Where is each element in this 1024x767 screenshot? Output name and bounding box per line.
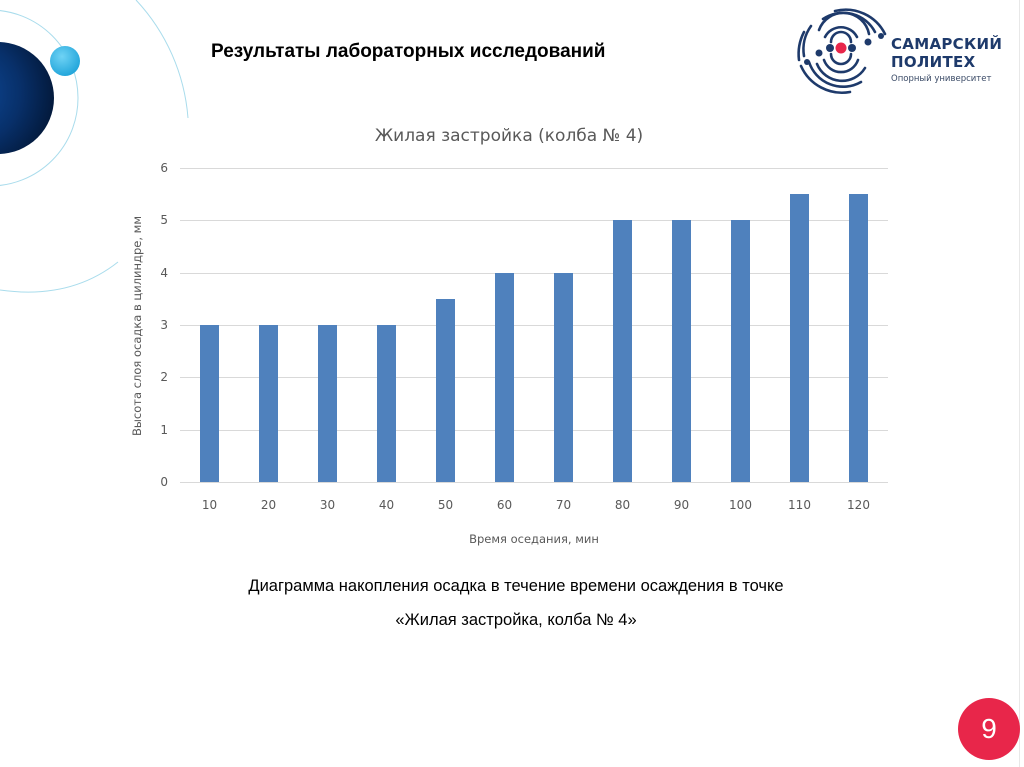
gridline [180, 377, 888, 379]
bar-80 [613, 220, 632, 482]
y-tick-label: 6 [160, 161, 168, 175]
bar-40 [377, 325, 396, 482]
chart-caption-line1: Диаграмма накопления осадка в течение вр… [0, 577, 1024, 596]
x-tick-label: 80 [614, 498, 631, 512]
x-tick-label: 30 [319, 498, 336, 512]
caption-line1-text: Диаграмма накопления осадка в течение вр… [248, 577, 784, 595]
decorative-orbit-graphic [0, 0, 189, 293]
x-tick-label: 70 [555, 498, 572, 512]
x-tick-label: 100 [729, 498, 752, 512]
x-tick-label: 110 [788, 498, 811, 512]
slide-right-border [1019, 0, 1020, 767]
x-tick-label: 90 [673, 498, 690, 512]
chart-plot-area: 0 1 2 3 4 5 6 10 20 30 40 50 60 70 80 90 100 110 120 [160, 161, 888, 512]
x-tick-label: 50 [437, 498, 454, 512]
gridline [180, 220, 888, 222]
y-axis-label: Высота слоя осадка в цилиндре, мм [130, 215, 144, 437]
logo-emblem-icon [797, 8, 887, 94]
y-tick-label: 3 [160, 318, 168, 332]
y-tick-label: 1 [160, 422, 168, 437]
gridline [180, 272, 888, 274]
samara-polytech-logo: САМАРСКИЙ ПОЛИТЕХ Опорный университет [795, 4, 1002, 96]
gridline [180, 168, 888, 169]
bar-20 [259, 325, 278, 482]
y-tick-label: 2 [160, 370, 168, 385]
y-tick-label: 4 [160, 265, 168, 280]
bar-50 [436, 298, 455, 482]
gridline [180, 429, 888, 431]
page-number-badge: 9 [958, 698, 1020, 760]
x-tick-label: 120 [847, 498, 870, 512]
gridline [180, 325, 888, 326]
bar-10 [200, 325, 219, 482]
bar-100 [731, 220, 750, 482]
x-tick-label: 60 [496, 498, 513, 512]
gridline [180, 482, 888, 483]
logo-tagline: Опорный университет [891, 74, 992, 84]
x-axis-label: Время оседания, мин [469, 532, 599, 546]
chart-title: Жилая застройка (колба № 4) [0, 126, 1024, 146]
x-tick-label: 10 [201, 498, 218, 512]
logo-text-samarsky: САМАРСКИЙ [891, 35, 1003, 53]
slide-title: Результаты лабораторных исследований [211, 41, 606, 62]
bar-60 [495, 272, 514, 482]
y-tick-label: 5 [160, 213, 168, 228]
chart-title-text: Жилая застройка (колба № 4) [374, 126, 644, 146]
bar-70 [554, 272, 573, 482]
x-tick-label: 40 [378, 498, 395, 512]
y-tick-label: 0 [160, 475, 168, 489]
caption-line2-text: «Жилая застройка, колба № 4» [395, 611, 637, 629]
bar-120 [849, 194, 868, 482]
chart-caption-line2: «Жилая застройка, колба № 4» [0, 611, 1024, 630]
bar-90 [672, 220, 691, 482]
x-tick-label: 20 [260, 498, 277, 512]
bar-30 [318, 325, 337, 482]
bar-110 [790, 194, 809, 482]
logo-text-politekh: ПОЛИТЕХ [891, 53, 976, 71]
